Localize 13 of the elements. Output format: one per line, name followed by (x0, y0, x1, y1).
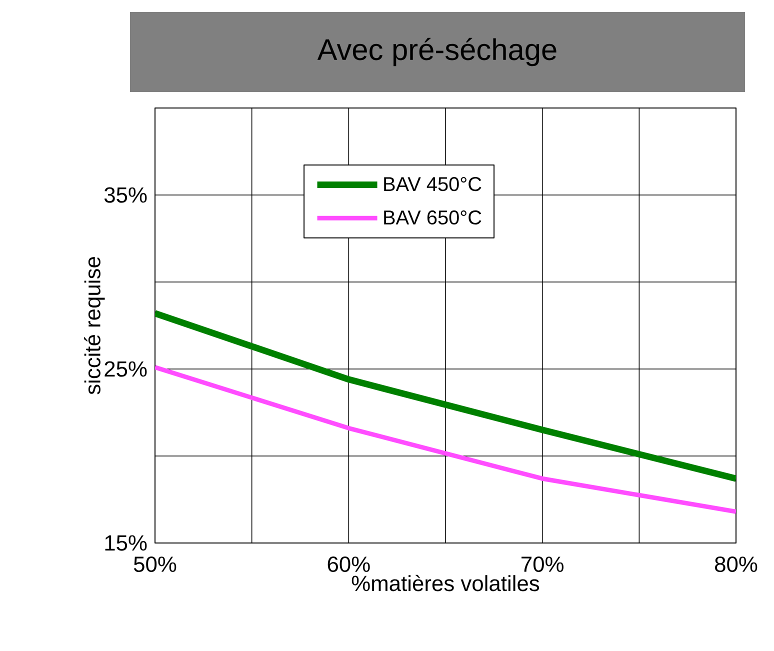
line-series (155, 365, 736, 514)
legend-label: BAV 450°C (384, 177, 482, 192)
x-tick-label: 80% (715, 556, 758, 572)
legend-label: BAV 650°C (384, 210, 482, 225)
x-tick-label: 50% (134, 556, 176, 572)
y-tick-label: 35% (104, 187, 147, 203)
x-tick-label: 60% (328, 556, 370, 572)
x-tick-label: 70% (522, 556, 564, 572)
chart-title: Avec pré-séchage (317, 38, 556, 66)
y-tick-label: 15% (105, 535, 147, 551)
y-tick-label: 25% (104, 361, 147, 377)
y-axis-title: siccité requise (84, 257, 105, 394)
x-axis-title: %matières volatiles (352, 574, 540, 592)
